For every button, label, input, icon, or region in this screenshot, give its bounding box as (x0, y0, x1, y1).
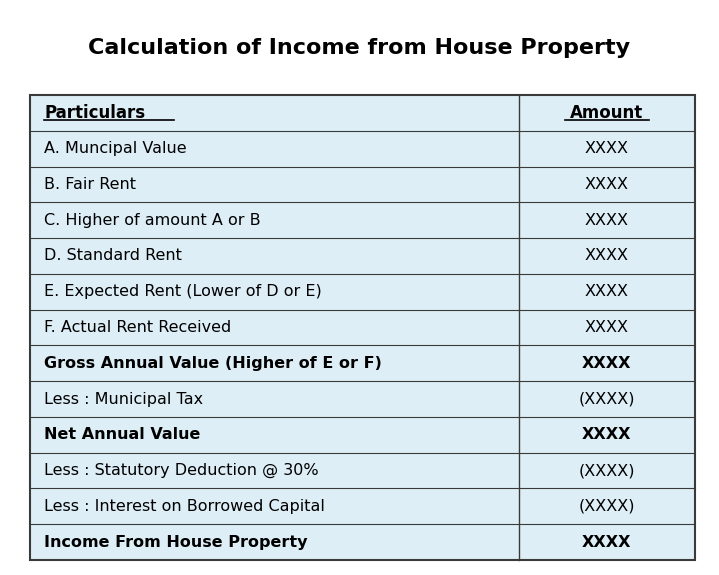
Text: Less : Interest on Borrowed Capital: Less : Interest on Borrowed Capital (44, 499, 325, 514)
Text: XXXX: XXXX (585, 320, 629, 335)
Text: XXXX: XXXX (585, 248, 629, 263)
Text: Net Annual Value: Net Annual Value (44, 427, 201, 442)
Text: F. Actual Rent Received: F. Actual Rent Received (44, 320, 232, 335)
Text: D. Standard Rent: D. Standard Rent (44, 248, 182, 263)
Text: XXXX: XXXX (585, 213, 629, 228)
Text: Calculation of Income from House Property: Calculation of Income from House Propert… (88, 38, 631, 58)
Text: B. Fair Rent: B. Fair Rent (44, 177, 136, 192)
Text: XXXX: XXXX (585, 141, 629, 156)
Text: XXXX: XXXX (582, 356, 631, 371)
Text: Less : Municipal Tax: Less : Municipal Tax (44, 392, 203, 407)
Text: (XXXX): (XXXX) (579, 463, 635, 478)
Text: (XXXX): (XXXX) (579, 499, 635, 514)
Text: XXXX: XXXX (585, 177, 629, 192)
Text: XXXX: XXXX (582, 427, 631, 442)
Bar (30, 95, 695, 560)
Text: Particulars: Particulars (44, 104, 145, 122)
Text: E. Expected Rent (Lower of D or E): E. Expected Rent (Lower of D or E) (44, 284, 321, 299)
Text: Income From House Property: Income From House Property (44, 535, 308, 550)
Text: Less : Statutory Deduction @ 30%: Less : Statutory Deduction @ 30% (44, 463, 319, 478)
Text: XXXX: XXXX (582, 535, 631, 550)
Text: A. Muncipal Value: A. Muncipal Value (44, 141, 187, 156)
Text: XXXX: XXXX (585, 284, 629, 299)
Text: C. Higher of amount A or B: C. Higher of amount A or B (44, 213, 260, 228)
Text: (XXXX): (XXXX) (579, 392, 635, 407)
Text: Gross Annual Value (Higher of E or F): Gross Annual Value (Higher of E or F) (44, 356, 382, 371)
Text: Amount: Amount (570, 104, 644, 122)
